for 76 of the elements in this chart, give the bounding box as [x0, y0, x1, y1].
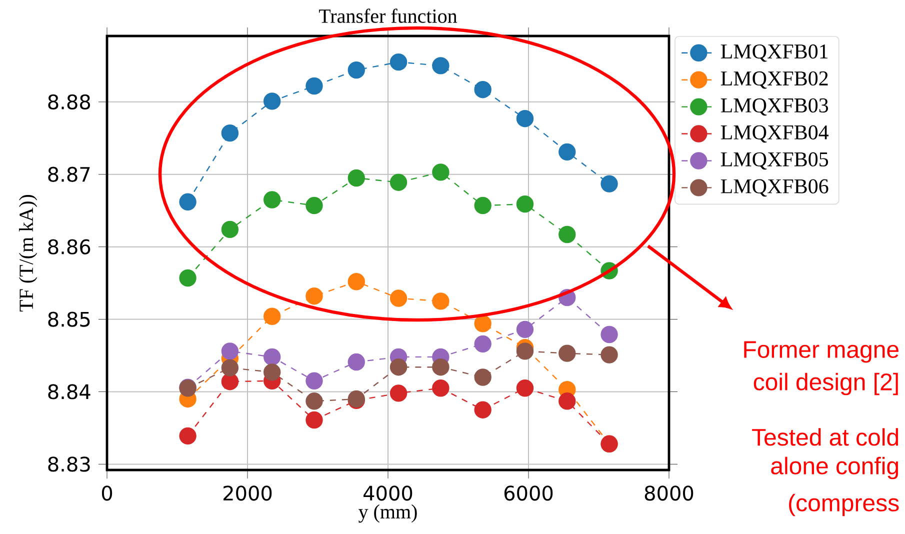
legend-label: LMQXFB06 — [720, 179, 828, 197]
point — [263, 364, 281, 381]
point — [306, 196, 323, 214]
point — [263, 191, 281, 208]
point — [474, 401, 492, 418]
y-tick-label: 8.85 — [48, 312, 90, 327]
point — [221, 372, 239, 390]
point — [432, 380, 450, 397]
legend-label: LMQXFB05 — [720, 152, 828, 170]
x-tick-label: 8000 — [644, 486, 694, 501]
point — [263, 92, 281, 110]
text: (compress — [789, 494, 899, 516]
point — [179, 427, 196, 445]
text: coil design [2] — [754, 372, 898, 396]
text: Former magne — [744, 341, 898, 363]
point — [221, 359, 239, 376]
x-tick-label: 0 — [102, 486, 112, 501]
point — [306, 77, 323, 95]
point — [600, 175, 618, 192]
point — [390, 384, 408, 402]
point — [516, 195, 534, 213]
point — [432, 358, 450, 376]
point — [474, 368, 492, 386]
point — [516, 320, 534, 338]
point — [306, 372, 323, 390]
point — [600, 346, 618, 364]
legend-label: LMQXFB03 — [720, 98, 828, 116]
point — [390, 358, 408, 376]
point — [306, 288, 323, 305]
point — [263, 348, 281, 366]
point — [263, 308, 281, 325]
legend-label: LMQXFB02 — [720, 71, 828, 89]
y-tick-label: 8.87 — [48, 166, 90, 182]
point — [516, 380, 534, 397]
point — [348, 353, 365, 371]
point — [558, 392, 576, 410]
point — [179, 269, 196, 287]
point — [390, 53, 408, 71]
text: alone config — [771, 456, 898, 480]
y-tick-label: 8.86 — [48, 239, 90, 254]
point — [221, 220, 239, 238]
point — [516, 110, 534, 128]
point — [432, 292, 450, 310]
point — [390, 174, 408, 191]
point — [432, 57, 450, 74]
x-tick-label: 6000 — [504, 486, 553, 501]
point — [558, 226, 576, 244]
chart-title: Transfer function — [319, 8, 458, 23]
point — [558, 143, 576, 161]
point — [390, 290, 408, 307]
point — [600, 326, 618, 344]
point — [221, 342, 239, 360]
point — [474, 81, 492, 98]
x-tick-label: 4000 — [364, 486, 412, 501]
point — [432, 164, 450, 181]
text: Tested at cold — [752, 428, 898, 446]
point — [306, 392, 323, 410]
point — [474, 196, 492, 214]
x-axis-title: y (mm) — [358, 504, 417, 523]
point — [348, 169, 365, 187]
point — [179, 193, 196, 211]
y-tick-label: 8.83 — [48, 456, 90, 472]
point — [306, 411, 323, 429]
legend-label: LMQXFB04 — [720, 125, 829, 143]
point — [348, 273, 365, 290]
y-axis-title: TF (T/(m kA)) — [18, 195, 38, 312]
point — [474, 315, 492, 332]
y-tick-label: 8.88 — [48, 94, 90, 110]
point — [558, 344, 576, 362]
point — [516, 342, 534, 360]
point — [474, 335, 492, 353]
y-tick-label: 8.84 — [48, 384, 90, 400]
point — [348, 61, 365, 79]
point — [221, 124, 239, 142]
legend-label: LMQXFB01 — [720, 44, 828, 62]
x-tick-label: 2000 — [224, 486, 272, 501]
